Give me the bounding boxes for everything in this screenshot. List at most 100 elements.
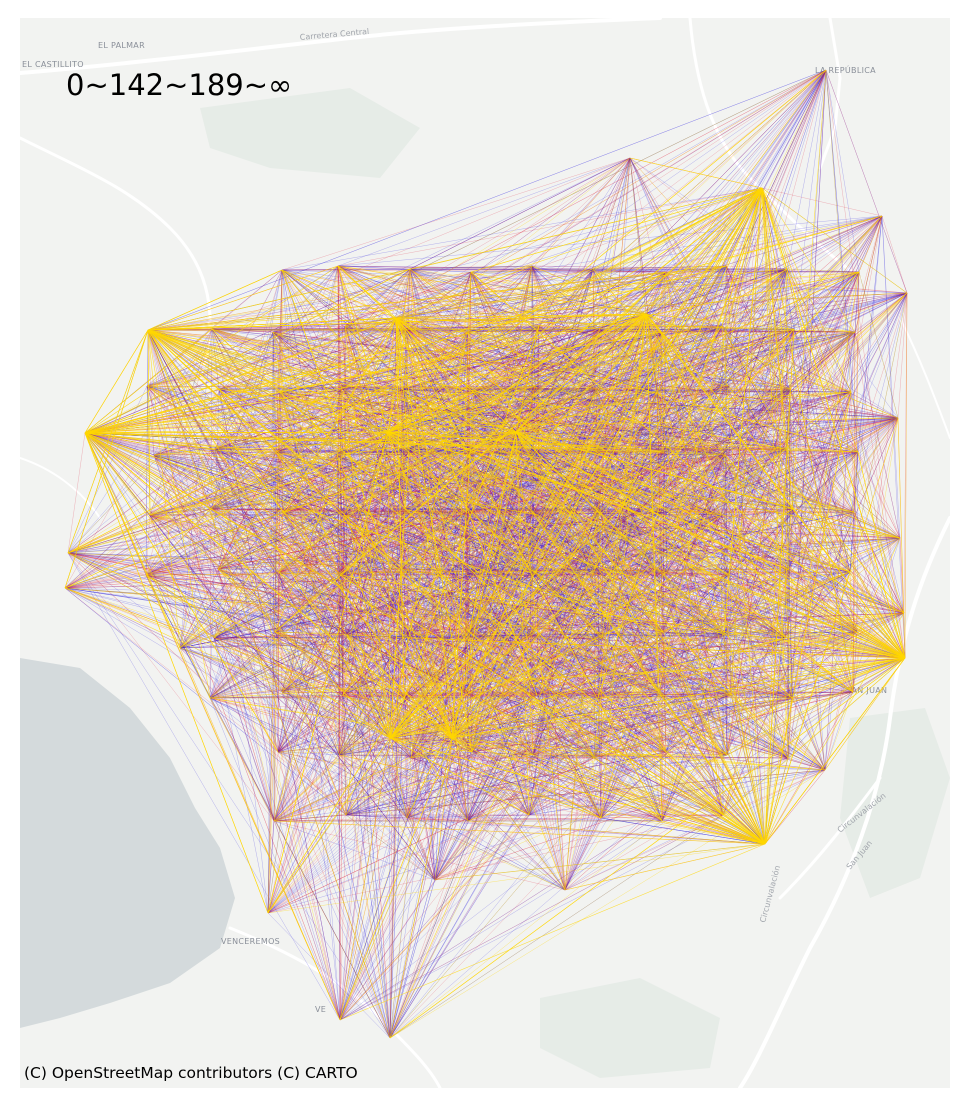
- flow-line: [730, 694, 826, 771]
- flow-line: [658, 691, 732, 696]
- flow-line: [409, 268, 466, 693]
- road: [778, 776, 882, 900]
- flow-line: [471, 751, 602, 819]
- flow-line: [409, 268, 666, 273]
- flow-line: [467, 215, 883, 822]
- flow-line: [217, 451, 277, 570]
- flow-line: [214, 448, 402, 570]
- flow-line: [345, 751, 667, 816]
- flow-line: [213, 637, 436, 881]
- flow-line: [406, 817, 469, 822]
- flow-line: [213, 514, 539, 639]
- flow-line: [858, 215, 883, 273]
- flow-line: [858, 271, 899, 419]
- flow-line: [267, 634, 531, 914]
- flow-line: [214, 448, 279, 753]
- flow-line: [597, 568, 790, 699]
- flow-line: [529, 634, 766, 845]
- flow-line: [656, 391, 728, 756]
- flow-line: [339, 820, 663, 1021]
- flow-line: [857, 451, 901, 539]
- flow-line: [466, 331, 658, 393]
- flow-line: [275, 451, 436, 881]
- flow-line: [465, 268, 788, 513]
- flow-line: [825, 69, 908, 294]
- flow-line: [338, 431, 389, 756]
- flow-line: [344, 268, 411, 327]
- flow-line: [273, 271, 666, 822]
- flow-line: [467, 537, 901, 822]
- flow-line: [67, 552, 340, 756]
- flow-line: [389, 754, 534, 1039]
- flow-line: [64, 511, 661, 589]
- flow-line: [147, 329, 408, 819]
- flow-line: [345, 769, 826, 816]
- flow-line: [664, 271, 856, 333]
- flow-line: [853, 511, 905, 614]
- flow-line: [339, 508, 406, 1021]
- flow-line: [825, 69, 859, 453]
- flow-line: [406, 751, 473, 819]
- flow-line: [278, 514, 345, 573]
- flow-line: [179, 634, 348, 649]
- flow-line: [282, 511, 474, 573]
- flow-line: [282, 511, 826, 771]
- flow-line: [210, 508, 732, 696]
- flow-line: [84, 432, 436, 881]
- flow-line: [179, 448, 216, 649]
- flow-line: [281, 691, 347, 816]
- flow-line: [897, 292, 908, 419]
- flow-line: [389, 820, 469, 1039]
- flow-line: [764, 691, 854, 845]
- flow-line: [725, 265, 793, 699]
- flow-line: [340, 385, 899, 419]
- flow-line: [145, 514, 151, 576]
- flow-line: [530, 292, 908, 456]
- flow-line: [147, 329, 340, 756]
- roads: [20, 18, 950, 1088]
- flow-line: [857, 417, 899, 453]
- flow-line: [528, 511, 855, 816]
- flow-line: [724, 454, 826, 771]
- flow-line: [720, 215, 883, 516]
- flow-line: [664, 271, 729, 576]
- flow-line: [64, 317, 397, 589]
- flow-line: [337, 265, 901, 539]
- flow-line: [277, 431, 389, 753]
- flow-line: [473, 388, 791, 393]
- flow-line: [345, 451, 471, 816]
- flow-line: [179, 269, 283, 649]
- flow-line: [281, 269, 341, 576]
- flow-line: [538, 157, 631, 327]
- flow-line: [345, 657, 906, 816]
- flow-line: [531, 265, 536, 387]
- flow-line: [465, 511, 906, 659]
- flow-line: [267, 751, 279, 914]
- flow-line: [281, 269, 407, 330]
- flow-line: [214, 448, 534, 756]
- flow-line: [467, 637, 603, 822]
- flow-line: [278, 571, 732, 696]
- flow-line: [149, 514, 901, 539]
- flow-line: [274, 265, 339, 633]
- flow-line: [146, 385, 275, 822]
- flow-line: [343, 514, 901, 539]
- flow-line: [339, 817, 602, 1021]
- flow-line: [389, 451, 859, 1039]
- flow-line: [408, 448, 663, 822]
- flow-line: [852, 417, 899, 693]
- flow-line: [723, 292, 908, 636]
- flow-line: [146, 187, 763, 387]
- flow-line: [786, 215, 883, 270]
- flow-line: [531, 265, 795, 330]
- flow-line: [664, 271, 899, 419]
- flow-line: [64, 268, 411, 589]
- flow-line: [791, 691, 854, 699]
- flow-line: [528, 271, 860, 816]
- flow-line: [532, 612, 905, 756]
- flow-line: [210, 508, 341, 1021]
- flow-line: [534, 187, 763, 387]
- flow-line: [400, 537, 901, 570]
- flow-line: [267, 820, 275, 914]
- flow-line: [728, 69, 827, 387]
